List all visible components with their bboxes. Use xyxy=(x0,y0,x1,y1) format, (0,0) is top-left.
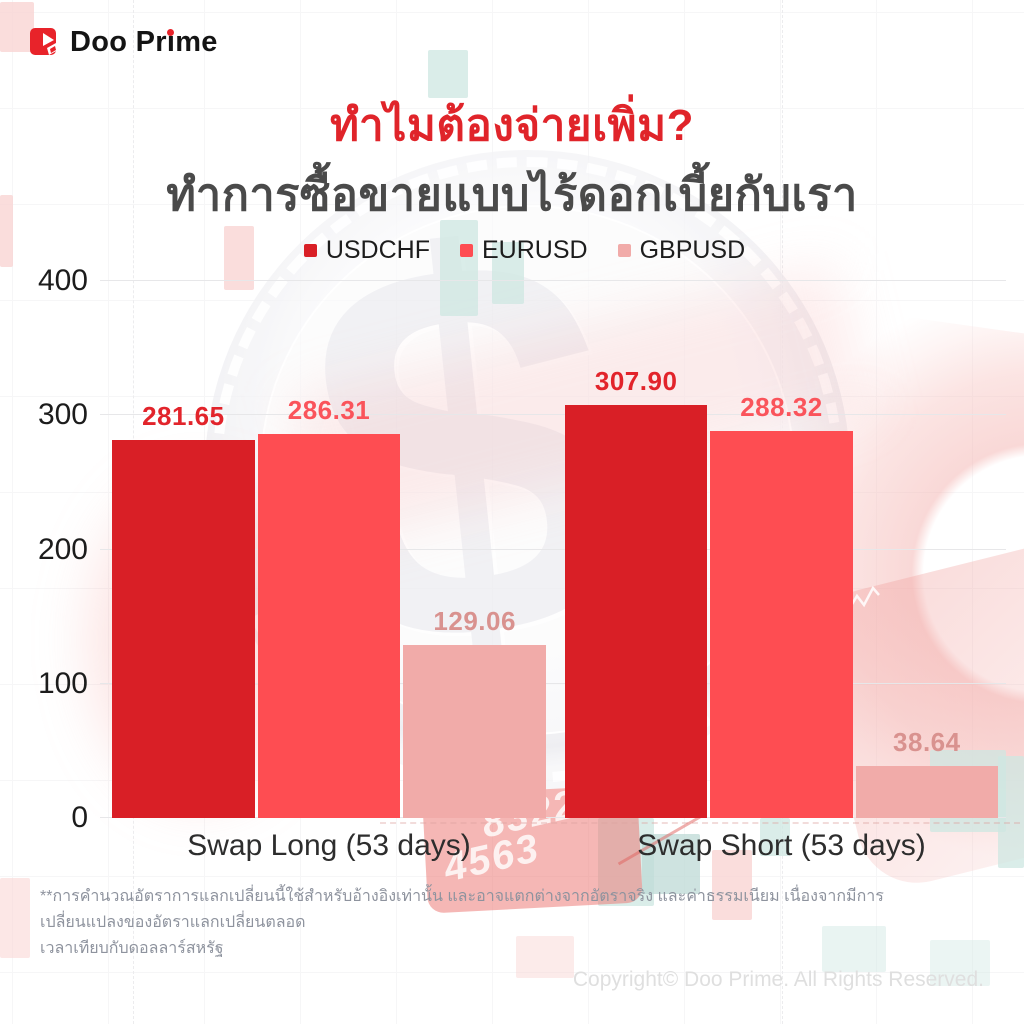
bar-eurusd: 286.31 xyxy=(257,395,401,818)
candlestick-decoration xyxy=(998,756,1024,868)
legend-item: USDCHF xyxy=(303,236,430,265)
candlestick-decoration xyxy=(440,220,478,316)
legend-label: EURUSD xyxy=(482,236,588,264)
y-tick-label: 0 xyxy=(71,801,88,834)
candlestick-decoration xyxy=(428,50,468,98)
bar-usdchf: 281.65 xyxy=(112,401,255,818)
x-axis-label: Swap Long (53 days) xyxy=(187,829,471,862)
legend-label: GBPUSD xyxy=(639,236,746,264)
bar-value-label: 307.90 xyxy=(594,365,678,396)
page-subtitle: ทำการซื้อขายแบบไร้ดอกเบี้ยกับเรา xyxy=(166,169,858,220)
legend-swatch xyxy=(460,244,473,257)
brand-name: Doo Prime xyxy=(70,26,218,58)
bar-gbpusd: 129.06 xyxy=(403,606,547,818)
bar-value-label: 288.32 xyxy=(740,391,823,422)
candlestick-decoration xyxy=(712,850,752,920)
footnote: **การคำนวณอัตราการแลกเปลี่ยนนี้ใช้สำหรับ… xyxy=(40,884,890,962)
y-tick-label: 400 xyxy=(37,264,88,297)
legend-swatch xyxy=(617,244,631,257)
legend-item: GBPUSD xyxy=(617,236,746,265)
bar-group: 281.65 286.31 129.06 Swap Long (53 days) xyxy=(112,281,547,862)
chart-legend: USDCHF EURUSD GBPUSD xyxy=(25,236,1024,265)
bar-value-label: 286.31 xyxy=(287,394,371,425)
candlestick-decoration xyxy=(0,195,13,267)
legend-label: USDCHF xyxy=(325,236,430,264)
bar-value-label: 281.65 xyxy=(142,400,225,431)
gridline xyxy=(100,817,1006,818)
candlestick-decoration xyxy=(822,926,886,972)
bar-value-label: 129.06 xyxy=(433,605,516,636)
y-tick-label: 200 xyxy=(37,532,88,566)
footnote-line-2: เวลาเทียบกับดอลลาร์สหรัฐ xyxy=(40,940,224,957)
legend-item: EURUSD xyxy=(460,236,588,265)
bar-eurusd: 288.32 xyxy=(710,392,853,818)
footnote-line-1: **การคำนวณอัตราการแลกเปลี่ยนนี้ใช้สำหรับ… xyxy=(40,888,884,931)
dashed-hline-decoration xyxy=(380,822,1020,824)
legend-swatch xyxy=(303,244,317,257)
gridline xyxy=(100,280,1006,281)
gridline xyxy=(100,548,1006,550)
candlestick-decoration xyxy=(760,818,790,856)
candlestick-decoration xyxy=(0,878,30,958)
candlestick-decoration xyxy=(930,940,990,986)
bar-gbpusd: 38.64 xyxy=(855,727,998,818)
x-axis-label: Swap Short (53 days) xyxy=(637,829,926,862)
candlestick-decoration xyxy=(0,2,34,52)
bar-group: 307.90 288.32 38.64 Swap Short (53 days) xyxy=(565,281,998,862)
gridline xyxy=(100,682,1006,684)
gridline xyxy=(100,414,1006,416)
doo-prime-logo: Doo Prime xyxy=(30,26,218,59)
logo-mark-icon xyxy=(30,27,58,55)
copyright: Copyright© Doo Prime. All Rights Reserve… xyxy=(572,968,984,991)
y-tick-label: 100 xyxy=(37,666,88,700)
bar-value-label: 38.64 xyxy=(893,727,961,758)
page-title: ทำไมต้องจ่ายเพิ่ม? xyxy=(329,101,695,150)
logo-i-dot xyxy=(167,29,174,36)
candlestick-decoration xyxy=(492,242,524,304)
candlestick-decoration xyxy=(224,226,254,290)
y-tick-label: 300 xyxy=(37,398,88,432)
swap-bar-chart: 0 100 200 300 400 281.65 286.31 129.06 Swap Long… xyxy=(38,266,1006,862)
candlestick-decoration xyxy=(516,936,574,978)
bar-usdchf: 307.90 xyxy=(565,366,708,818)
